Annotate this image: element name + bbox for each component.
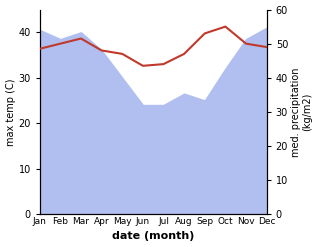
Y-axis label: med. precipitation
(kg/m2): med. precipitation (kg/m2) <box>291 67 313 157</box>
Y-axis label: max temp (C): max temp (C) <box>5 78 16 145</box>
X-axis label: date (month): date (month) <box>112 231 194 242</box>
